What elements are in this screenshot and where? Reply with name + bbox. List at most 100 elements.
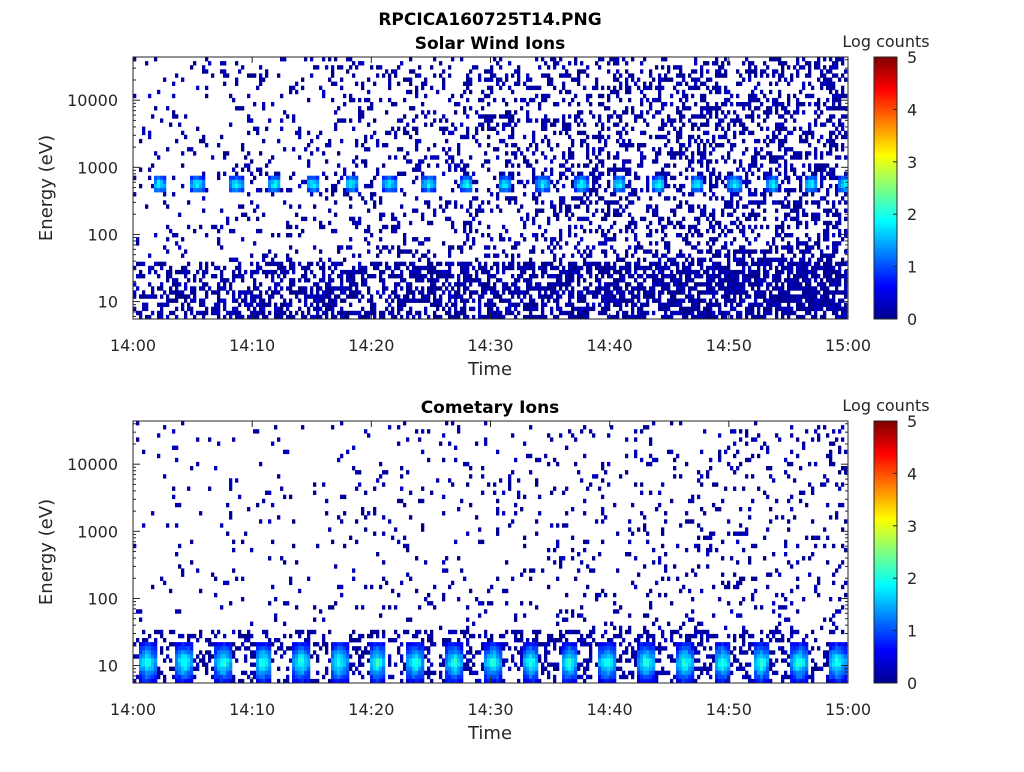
heatmap-cell	[673, 176, 676, 180]
heatmap-cell	[757, 200, 760, 204]
heatmap-cell	[151, 114, 154, 118]
heatmap-cell	[478, 282, 481, 286]
heatmap-cell	[832, 61, 835, 65]
heatmap-cell	[271, 233, 274, 237]
heatmap-cell	[724, 278, 727, 282]
heatmap-cell	[505, 184, 508, 188]
heatmap-cell	[508, 172, 511, 176]
heatmap-cell	[559, 131, 562, 135]
heatmap-cell	[838, 176, 841, 180]
heatmap-cell	[673, 163, 676, 167]
heatmap-cell	[481, 106, 484, 110]
heatmap-cell	[742, 233, 745, 237]
heatmap-cell	[793, 118, 796, 122]
heatmap-cell	[496, 82, 499, 86]
heatmap-cell	[460, 270, 463, 274]
heatmap-cell	[649, 294, 652, 298]
heatmap-cell	[562, 290, 565, 294]
heatmap-cell	[469, 188, 472, 192]
heatmap-cell	[826, 213, 829, 217]
heatmap-cell	[331, 192, 334, 196]
heatmap-cell	[667, 114, 670, 118]
heatmap-cell	[805, 151, 808, 155]
heatmap-cell	[316, 294, 319, 298]
heatmap-cell	[325, 143, 328, 147]
heatmap-cell	[160, 176, 163, 180]
heatmap-cell	[541, 249, 544, 253]
heatmap-cell	[829, 172, 832, 176]
heatmap-cell	[319, 192, 322, 196]
heatmap-cell	[577, 78, 580, 82]
heatmap-cell	[559, 90, 562, 94]
heatmap-cell	[769, 168, 772, 172]
heatmap-cell	[655, 184, 658, 188]
heatmap-cell	[730, 184, 733, 188]
heatmap-cell	[607, 180, 610, 184]
heatmap-cell	[577, 278, 580, 282]
heatmap-cell	[814, 61, 817, 65]
heatmap-cell	[481, 90, 484, 94]
heatmap-cell	[688, 294, 691, 298]
heatmap-cell	[220, 245, 223, 249]
heatmap-cell	[697, 159, 700, 163]
heatmap-cell	[694, 86, 697, 90]
heatmap-cell	[148, 131, 151, 135]
heatmap-cell	[418, 65, 421, 69]
heatmap-cell	[310, 262, 313, 266]
x-tick-label: 14:50	[706, 336, 752, 355]
heatmap-cell	[355, 155, 358, 159]
heatmap-cell	[832, 139, 835, 143]
heatmap-cell	[826, 86, 829, 90]
heatmap-cell	[787, 270, 790, 274]
heatmap-cell	[379, 229, 382, 233]
heatmap-cell	[763, 274, 766, 278]
heatmap-cell	[763, 299, 766, 303]
heatmap-cell	[778, 163, 781, 167]
heatmap-cell	[772, 102, 775, 106]
heatmap-cell	[508, 307, 511, 311]
heatmap-cell	[202, 65, 205, 69]
heatmap-cell	[406, 311, 409, 315]
heatmap-cell	[355, 184, 358, 188]
heatmap-cell	[793, 65, 796, 69]
heatmap-cell	[208, 61, 211, 65]
heatmap-cell	[754, 159, 757, 163]
heatmap-cell	[715, 82, 718, 86]
heatmap-cell	[772, 294, 775, 298]
heatmap-cell	[589, 159, 592, 163]
heatmap-cell	[391, 274, 394, 278]
heatmap-cell	[385, 266, 388, 270]
heatmap-cell	[562, 196, 565, 200]
heatmap-cell	[835, 209, 838, 213]
heatmap-cell	[577, 204, 580, 208]
heatmap-cell	[829, 209, 832, 213]
heatmap-cell	[661, 303, 664, 307]
heatmap-cell	[556, 307, 559, 311]
heatmap-cell	[598, 94, 601, 98]
heatmap-cell	[802, 209, 805, 213]
heatmap-cell	[556, 188, 559, 192]
heatmap-cell	[505, 78, 508, 82]
heatmap-cell	[253, 127, 256, 131]
heatmap-cell	[841, 73, 844, 77]
heatmap-cell	[322, 266, 325, 270]
heatmap-cell	[751, 303, 754, 307]
heatmap-cell	[394, 69, 397, 73]
heatmap-cell	[799, 200, 802, 204]
heatmap-cell	[253, 241, 256, 245]
heatmap-cell	[205, 69, 208, 73]
heatmap-cell	[448, 249, 451, 253]
heatmap-cell	[490, 127, 493, 131]
heatmap-cell	[448, 290, 451, 294]
heatmap-cell	[676, 270, 679, 274]
heatmap-cell	[535, 86, 538, 90]
heatmap-cell	[424, 254, 427, 258]
heatmap-cell	[274, 290, 277, 294]
heatmap-cell	[700, 258, 703, 262]
heatmap-cell	[793, 294, 796, 298]
heatmap-cell	[700, 65, 703, 69]
heatmap-cell	[622, 110, 625, 114]
heatmap-cell	[250, 294, 253, 298]
heatmap-cell	[613, 180, 616, 184]
heatmap-cell	[676, 290, 679, 294]
